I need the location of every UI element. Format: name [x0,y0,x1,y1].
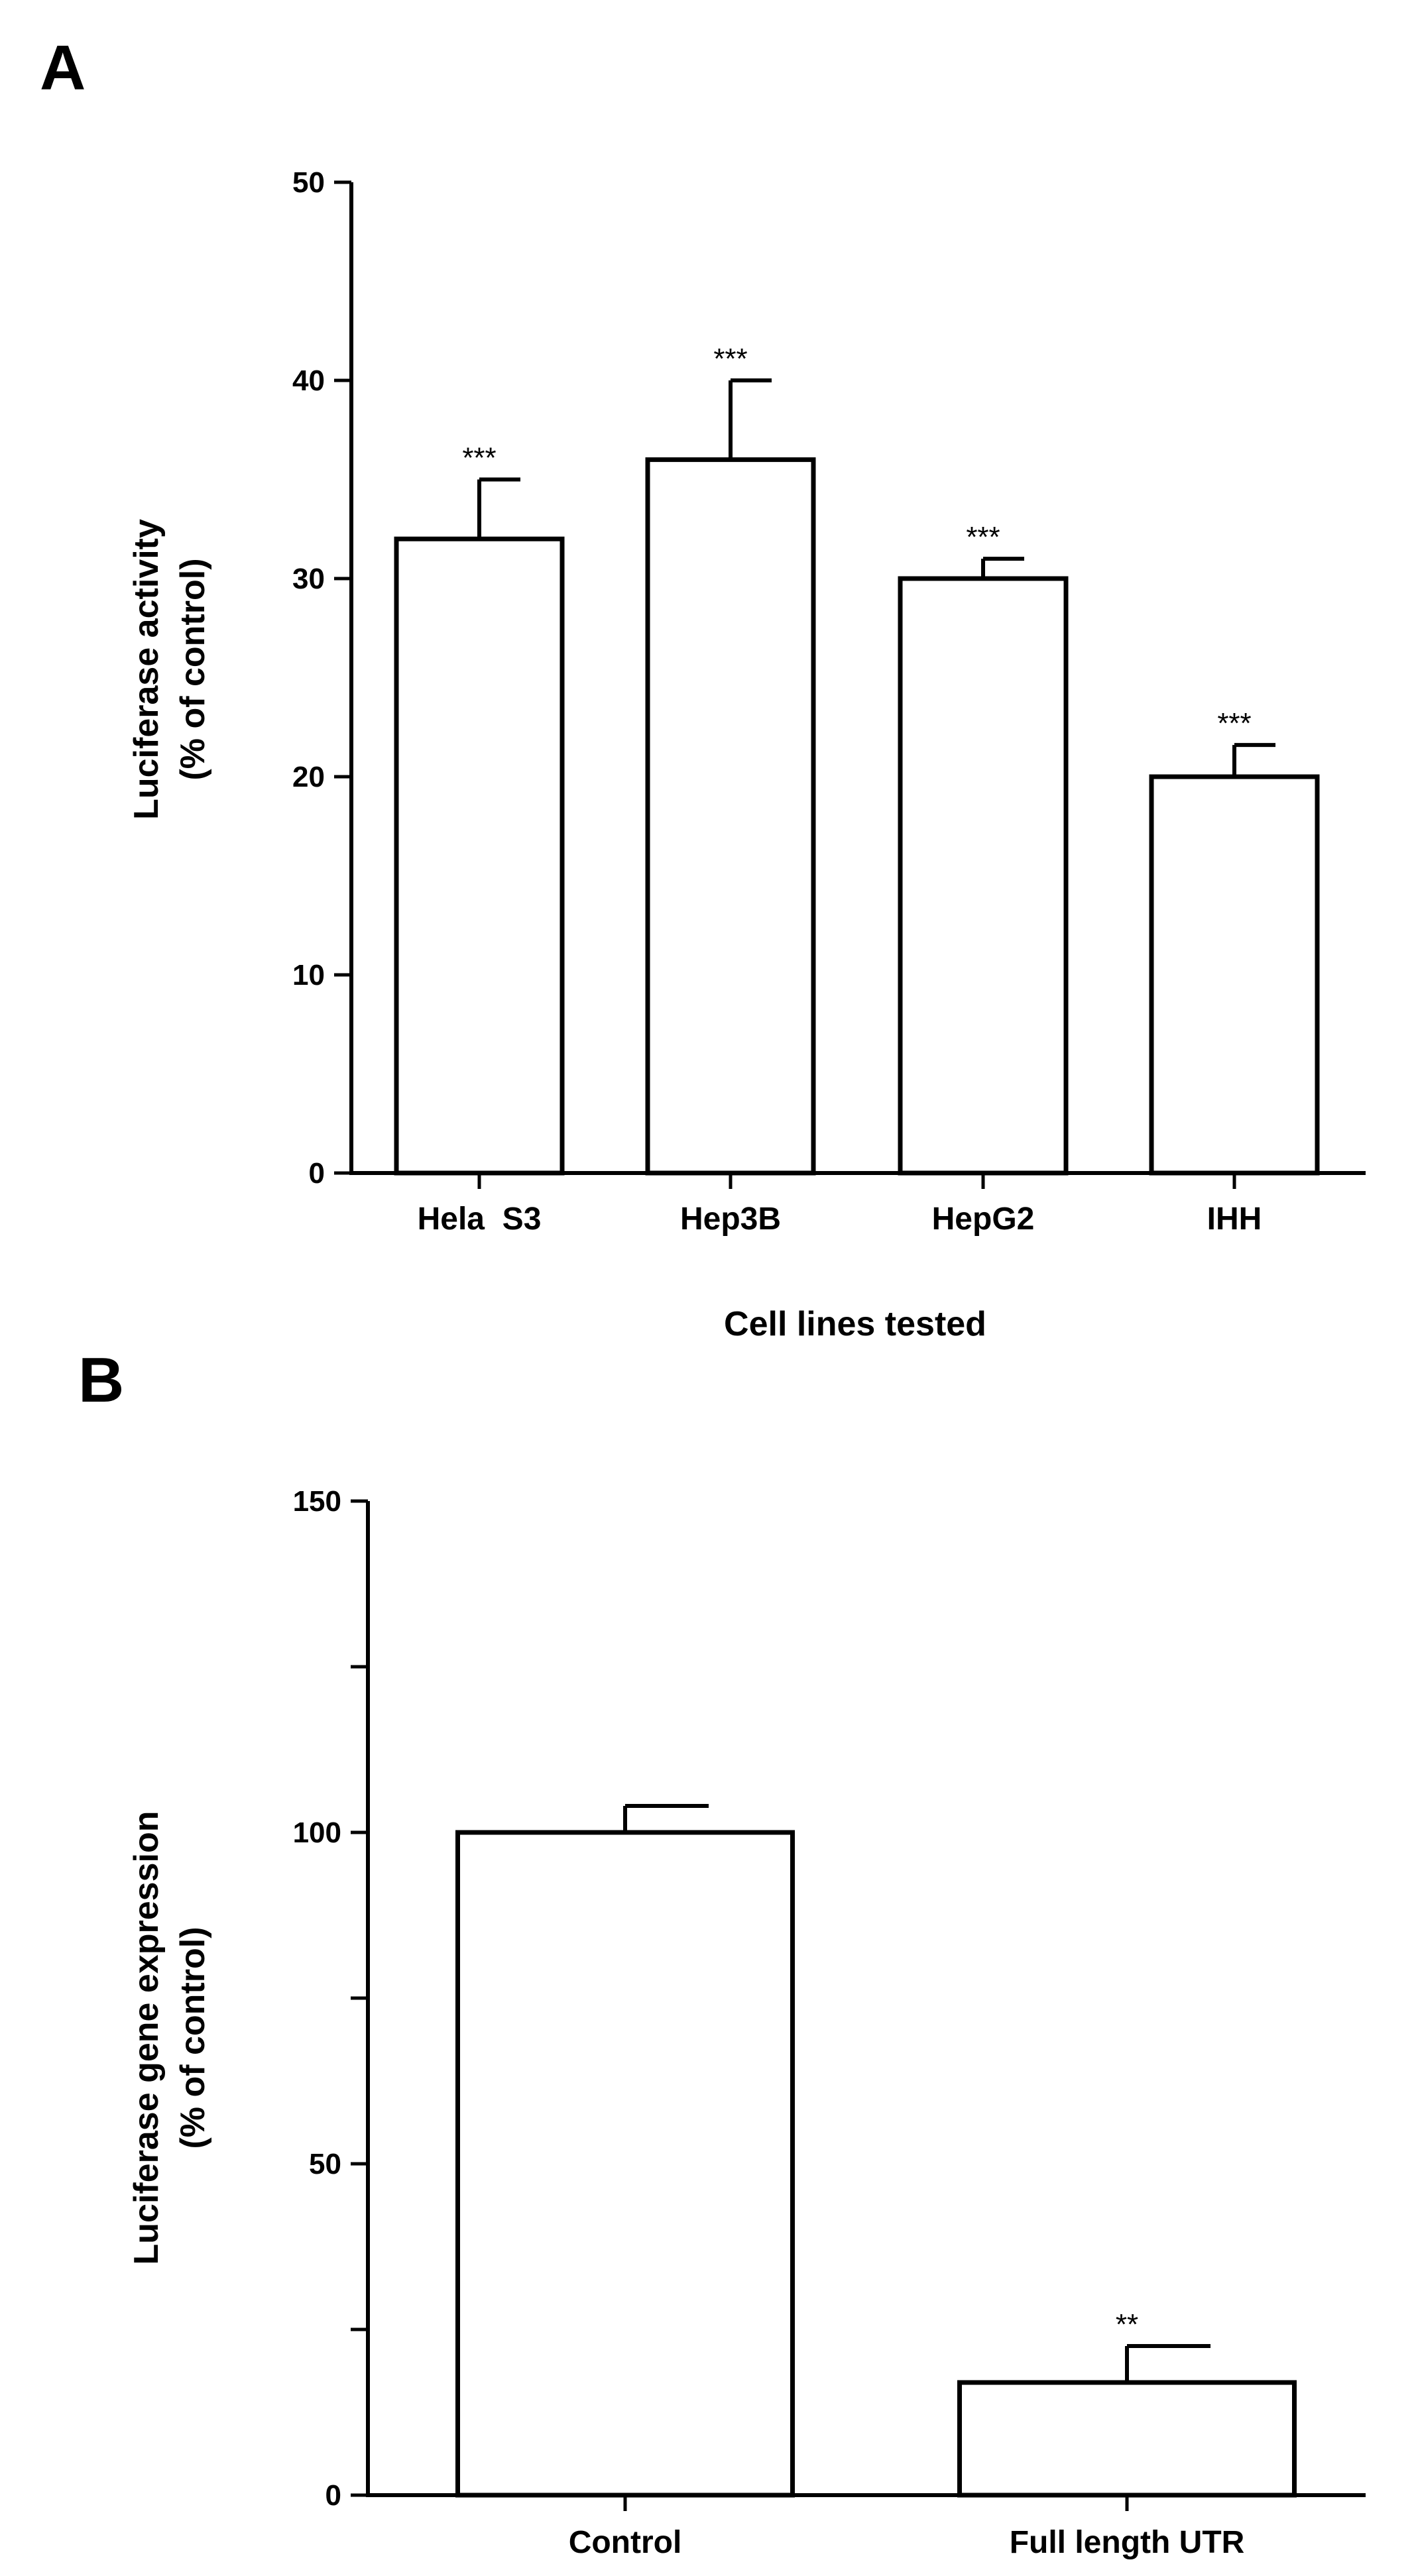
bar-a-3 [898,576,1069,1176]
category-label-a-4: IHH [1207,1202,1262,1237]
chart-panel-a: A Luciferase activity (% of control) Cel… [40,32,1366,1343]
y-tick-label-a: 0 [309,1157,325,1190]
chart-panel-b: B Luciferase gene expression (% of contr… [78,1345,1366,2560]
significance-marker-a-1: *** [462,442,496,475]
significance-marker-a-4: *** [1217,707,1251,740]
bar-a-4 [1149,774,1320,1176]
bar-b-1 [455,1830,795,2498]
significance-marker-a-3: *** [966,521,1000,553]
bar-a-1 [394,536,565,1176]
y-axis-label-a-line1: Luciferase activity [127,519,166,820]
bar-b-2 [957,2380,1297,2498]
significance-marker-b-2: ** [1116,2308,1138,2341]
y-axis-label-b-line1: Luciferase gene expression [127,1811,166,2265]
bar-a-2 [645,457,816,1176]
y-tick-label-b: 50 [309,2148,341,2180]
y-tick-label-b: 0 [325,2479,341,2512]
y-axis-label-b-line2: (% of control) [174,1927,212,2149]
category-label-b-1: Control [569,2525,682,2560]
category-label-a-1: Hela S3 [418,1202,542,1237]
y-tick-label-a: 40 [292,364,325,397]
y-tick-label-a: 30 [292,563,325,595]
y-tick-label-b: 150 [293,1485,341,1518]
x-axis-title-a: Cell lines tested [724,1305,986,1343]
y-tick-label-a: 20 [292,761,325,793]
y-tick-label-b: 100 [293,1817,341,1849]
significance-marker-a-2: *** [713,343,747,375]
y-axis-label-a-line2: (% of control) [174,558,212,780]
category-label-a-3: HepG2 [932,1202,1035,1237]
panel-label-a: A [40,32,86,103]
category-label-a-2: Hep3B [680,1202,781,1237]
y-tick-label-a: 50 [292,166,325,199]
y-tick-label-a: 10 [292,959,325,991]
category-label-b-2: Full length UTR [1010,2525,1245,2560]
panel-label-b: B [78,1345,124,1416]
